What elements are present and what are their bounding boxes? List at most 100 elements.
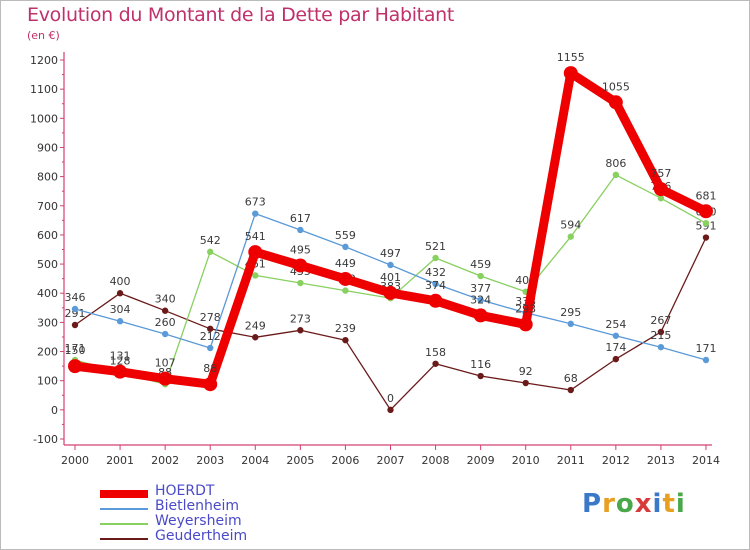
data-label-weyersheim: 128 bbox=[110, 355, 131, 368]
y-tick-label: 800 bbox=[37, 171, 58, 184]
data-label-geudertheim: 267 bbox=[650, 314, 671, 327]
data-label-hoerdt: 401 bbox=[380, 271, 401, 284]
legend-swatch bbox=[100, 538, 148, 540]
data-point-hoerdt bbox=[293, 258, 308, 273]
x-tick-label: 2008 bbox=[422, 454, 450, 467]
data-label-hoerdt: 495 bbox=[290, 244, 311, 257]
data-point-weyersheim bbox=[657, 194, 665, 202]
data-point-geudertheim bbox=[342, 336, 349, 344]
data-label-geudertheim: 400 bbox=[110, 275, 131, 288]
data-label-hoerdt: 374 bbox=[425, 279, 446, 292]
legend-swatch bbox=[100, 523, 148, 525]
data-point-hoerdt bbox=[608, 95, 623, 110]
data-point-hoerdt bbox=[428, 293, 443, 308]
data-point-bietlenheim bbox=[252, 210, 259, 217]
y-tick-label: 200 bbox=[37, 346, 58, 359]
data-label-weyersheim: 806 bbox=[605, 157, 626, 170]
data-label-hoerdt: 449 bbox=[335, 257, 356, 270]
x-tick-label: 2010 bbox=[512, 454, 540, 467]
data-point-hoerdt bbox=[203, 377, 218, 392]
x-tick-label: 2011 bbox=[557, 454, 585, 467]
logo-letter: r bbox=[602, 489, 616, 519]
y-tick-label: 1100 bbox=[30, 83, 58, 96]
x-tick-label: 2009 bbox=[467, 454, 495, 467]
data-label-weyersheim: 521 bbox=[425, 240, 446, 253]
data-point-bietlenheim bbox=[477, 296, 484, 304]
data-point-geudertheim bbox=[297, 327, 304, 334]
data-label-geudertheim: 278 bbox=[200, 311, 221, 324]
legend-label: Geudertheim bbox=[155, 528, 248, 544]
data-point-weyersheim bbox=[477, 272, 484, 280]
data-point-geudertheim bbox=[522, 379, 529, 387]
data-label-geudertheim: 116 bbox=[470, 358, 491, 371]
data-label-weyersheim: 542 bbox=[200, 234, 221, 247]
x-tick-label: 2000 bbox=[61, 454, 89, 467]
data-label-bietlenheim: 304 bbox=[110, 303, 131, 316]
data-point-bietlenheim bbox=[161, 330, 169, 338]
data-label-geudertheim: 174 bbox=[605, 341, 626, 354]
data-label-geudertheim: 68 bbox=[564, 372, 578, 385]
data-point-weyersheim bbox=[567, 233, 574, 240]
data-point-bietlenheim bbox=[657, 343, 665, 351]
data-point-weyersheim bbox=[207, 248, 214, 256]
data-point-hoerdt bbox=[68, 359, 82, 374]
y-tick-label: 1000 bbox=[30, 112, 58, 125]
proxiti-logo: Proxiti bbox=[582, 489, 686, 519]
data-point-bietlenheim bbox=[207, 344, 214, 352]
data-label-hoerdt: 681 bbox=[695, 189, 716, 202]
logo-letter: t bbox=[662, 489, 676, 519]
data-point-bietlenheim bbox=[702, 356, 710, 364]
data-label-bietlenheim: 377 bbox=[470, 282, 491, 295]
data-point-bietlenheim bbox=[116, 318, 124, 325]
data-label-bietlenheim: 559 bbox=[335, 229, 356, 242]
x-tick-label: 2013 bbox=[647, 454, 675, 467]
data-label-bietlenheim: 260 bbox=[155, 316, 176, 329]
data-label-hoerdt: 324 bbox=[470, 293, 491, 306]
data-label-bietlenheim: 617 bbox=[290, 212, 311, 225]
data-label-hoerdt: 293 bbox=[515, 302, 536, 315]
x-tick-label: 2004 bbox=[241, 454, 269, 467]
data-point-geudertheim bbox=[207, 325, 214, 332]
data-point-hoerdt bbox=[473, 308, 488, 323]
data-label-geudertheim: 239 bbox=[335, 322, 356, 335]
data-label-bietlenheim: 254 bbox=[605, 318, 626, 331]
data-label-bietlenheim: 171 bbox=[695, 342, 716, 355]
data-point-hoerdt bbox=[338, 271, 353, 286]
data-label-hoerdt: 131 bbox=[110, 350, 131, 363]
data-label-hoerdt: 88 bbox=[203, 362, 217, 375]
y-tick-label: 0 bbox=[51, 404, 58, 417]
data-label-hoerdt: 1055 bbox=[602, 80, 630, 93]
data-point-hoerdt bbox=[248, 245, 263, 260]
chart-title: Evolution du Montant de la Dette par Hab… bbox=[27, 4, 455, 26]
data-point-geudertheim bbox=[387, 406, 394, 414]
data-point-bietlenheim bbox=[342, 243, 349, 251]
data-label-geudertheim: 158 bbox=[425, 346, 446, 359]
data-point-hoerdt bbox=[158, 371, 173, 386]
x-tick-label: 2003 bbox=[196, 454, 224, 467]
data-point-hoerdt bbox=[653, 182, 668, 197]
data-label-geudertheim: 340 bbox=[155, 293, 176, 306]
data-point-weyersheim bbox=[252, 272, 259, 279]
data-point-geudertheim bbox=[252, 334, 259, 341]
legend-label: Bietlenheim bbox=[155, 498, 239, 514]
data-point-geudertheim bbox=[116, 290, 124, 297]
data-point-hoerdt bbox=[698, 204, 713, 219]
y-tick-label: 1200 bbox=[30, 54, 58, 67]
data-point-weyersheim bbox=[297, 279, 304, 287]
legend-swatch bbox=[100, 490, 148, 498]
data-point-hoerdt bbox=[563, 66, 578, 81]
data-label-bietlenheim: 212 bbox=[200, 330, 221, 343]
data-point-bietlenheim bbox=[612, 332, 620, 339]
data-label-geudertheim: 273 bbox=[290, 312, 311, 325]
y-tick-label: 700 bbox=[37, 200, 58, 213]
data-point-geudertheim bbox=[702, 234, 710, 241]
legend-label: HOERDT bbox=[155, 483, 215, 499]
data-label-bietlenheim: 432 bbox=[425, 266, 446, 279]
data-label-geudertheim: 92 bbox=[519, 365, 533, 378]
data-point-weyersheim bbox=[432, 254, 439, 262]
data-label-bietlenheim: 346 bbox=[65, 291, 86, 304]
data-point-hoerdt bbox=[383, 285, 398, 300]
data-label-geudertheim: 0 bbox=[387, 392, 394, 405]
